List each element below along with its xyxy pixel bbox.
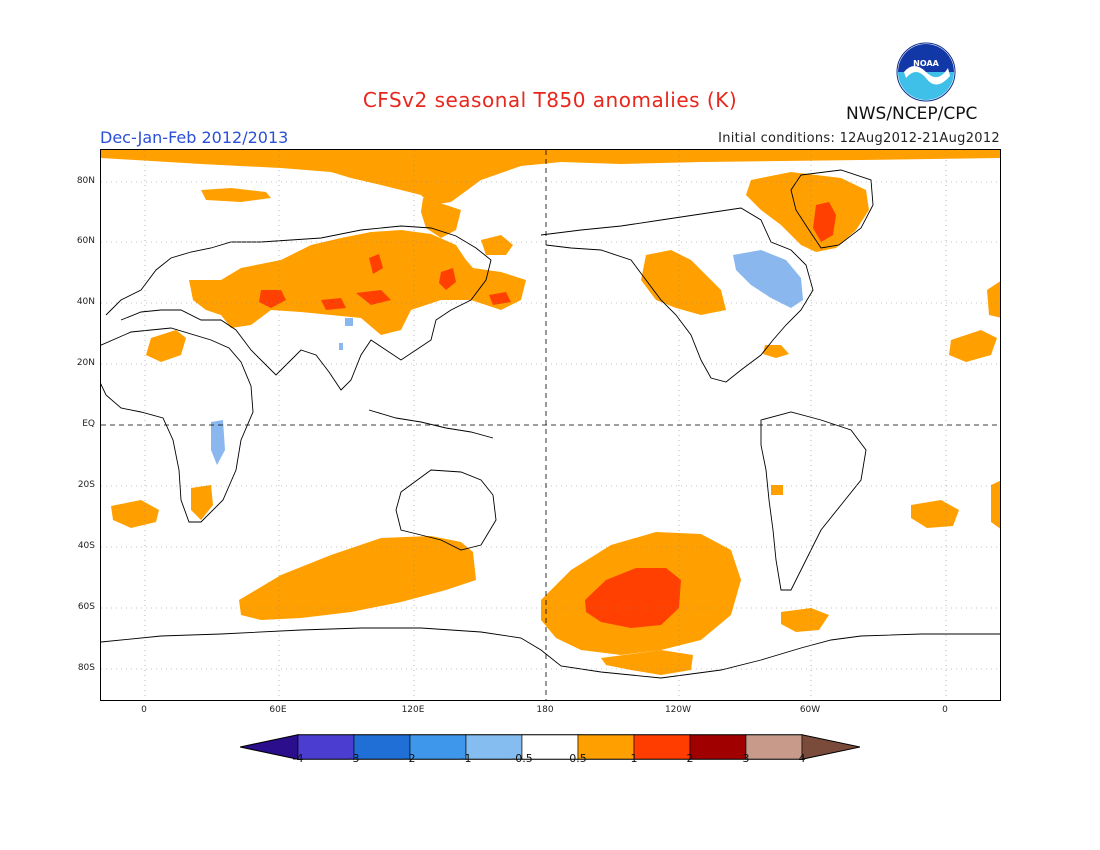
lon-label: 60W: [799, 705, 821, 715]
colorbar-swatch: [353, 734, 411, 760]
north-america-coast: [540, 207, 814, 383]
colorbar-label: -4: [292, 752, 304, 765]
strong-warm-asia-4: [439, 268, 456, 290]
cool-hudson: [733, 250, 803, 308]
warm-brazil-dot: [771, 485, 783, 495]
anomaly-map: [100, 149, 1001, 701]
colorbar-label: 4: [798, 752, 806, 765]
warm-kamchatka: [481, 235, 513, 255]
lat-label: 60N: [76, 236, 95, 246]
lon-label: 0: [141, 705, 147, 715]
colorbar-label: 3: [742, 752, 750, 765]
cool-east-africa: [211, 420, 225, 465]
warm-atlantic-east: [949, 330, 997, 362]
lon-label: 0: [942, 705, 948, 715]
warm-southern-africa: [191, 485, 213, 520]
noaa-logo: NOAA: [896, 42, 956, 102]
strong-warm-south-pacific: [585, 568, 681, 628]
warm-amundsen: [601, 650, 693, 675]
lat-label: 60S: [77, 602, 95, 612]
warm-greenland: [746, 172, 869, 252]
colorbar-label: -2: [404, 752, 416, 765]
agency-label: NWS/NCEP/CPC: [846, 104, 978, 124]
colorbar-label: 0.5: [569, 752, 587, 765]
graticule: [101, 150, 1000, 700]
colorbar-label: 1: [630, 752, 638, 765]
strong-warm-arctic: [369, 254, 383, 274]
lat-label: 80S: [77, 663, 95, 673]
chart-title: CFSv2 seasonal T850 anomalies (K): [362, 88, 738, 112]
cool-tibet-dot: [339, 343, 343, 350]
noaa-logo-text: NOAA: [913, 59, 939, 68]
colorbar-label: -3: [348, 752, 360, 765]
reference-lines: [101, 150, 1000, 700]
lat-label: EQ: [82, 419, 95, 429]
colorbar-swatch: [633, 734, 691, 760]
colorbar-swatch: [577, 734, 635, 760]
lon-label: 60E: [269, 705, 287, 715]
cool-anomaly-regions: [211, 250, 803, 465]
colorbar-label: -0.5: [511, 752, 533, 765]
indonesia-coast: [368, 409, 494, 439]
strong-warm-asia-2: [321, 298, 346, 310]
forecast-period: Dec-Jan-Feb 2012/2013: [100, 128, 289, 147]
lon-label: 180: [536, 705, 554, 715]
warm-anomaly-regions: [101, 150, 1000, 675]
strong-warm-asia-1: [259, 290, 286, 308]
lat-label: 40S: [77, 541, 95, 551]
map-canvas: [101, 150, 1000, 700]
warm-central-asia: [189, 230, 526, 335]
africa-coast: [101, 327, 254, 523]
antarctica-coast: [101, 627, 1000, 679]
warm-north-africa: [146, 330, 186, 362]
cool-asia-dot: [345, 318, 353, 326]
south-america-coast: [760, 411, 867, 591]
warm-iberia: [987, 281, 1000, 318]
warm-west-siberia: [201, 188, 271, 202]
colorbar-label: 2: [686, 752, 694, 765]
warm-south-atlantic-west: [111, 500, 159, 528]
lat-label: 20N: [76, 358, 95, 368]
strong-warm-asia-3: [356, 290, 391, 305]
warm-south-indian: [239, 536, 476, 620]
lat-label: 40N: [76, 297, 95, 307]
warm-greenland-west: [421, 198, 461, 238]
warm-drake: [781, 608, 829, 632]
lat-label: 20S: [77, 480, 95, 490]
warm-north-america-west: [641, 250, 726, 315]
strong-warm-greenland: [813, 202, 836, 242]
colorbar-label: -1: [460, 752, 472, 765]
lat-label: 80N: [76, 176, 95, 186]
initial-conditions: Initial conditions: 12Aug2012-21Aug2012: [718, 131, 1000, 146]
strong-warm-asia-5: [489, 292, 511, 305]
colorbar: [240, 734, 860, 760]
warm-gulf: [763, 345, 789, 358]
warm-east-south-atlantic: [991, 480, 1000, 529]
lon-label: 120W: [664, 705, 692, 715]
arctic-warm-band: [101, 150, 1000, 205]
greenland-coast: [790, 169, 874, 249]
australia-coast: [395, 469, 497, 551]
warm-south-atlantic-east: [911, 500, 959, 528]
colorbar-swatch: [297, 734, 355, 760]
lon-label: 120E: [401, 705, 425, 715]
strong-warm-regions: [259, 202, 836, 628]
colorbar-arrow-right: [801, 734, 860, 760]
colorbar-swatch: [409, 734, 467, 760]
